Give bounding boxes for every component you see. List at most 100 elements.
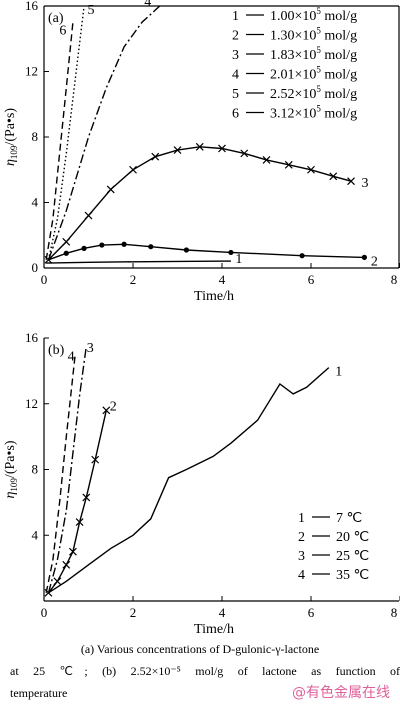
legend-value: 1.83×10 [270,48,316,63]
y-tick-label: 4 [32,195,39,210]
legend-number: 2 [298,530,305,545]
data-point [329,172,338,181]
y-tick-label: 12 [25,396,38,411]
legend-unit: mol/g [321,87,357,102]
series-line-6 [45,22,74,260]
panel-label: (a) [48,11,64,26]
legend-label: 1.00×105 mol/g [270,6,357,24]
x-tick-label: 6 [308,605,315,620]
series-line-3 [48,146,352,261]
data-point [75,518,84,527]
data-point [121,241,127,247]
data-point [148,244,154,250]
x-tick-label: 8 [391,272,398,287]
legend-unit: mol/g [321,9,357,24]
legend-label: 7 ℃ [336,511,362,526]
legend-exponent: 5 [316,6,321,16]
y-tick-label: 8 [32,462,39,477]
x-tick-label: 4 [219,272,226,287]
legend-exponent: 5 [316,84,321,94]
series-label: 4 [68,349,75,364]
legend-number: 2 [232,29,239,44]
data-point [218,144,226,153]
series-label: 1 [335,365,342,380]
series-line-2 [47,410,107,594]
data-point [69,547,77,556]
legend-exponent: 5 [316,26,321,36]
series-label: 6 [59,23,66,38]
legend-unit: mol/g [321,48,357,63]
series-line-1 [46,260,231,264]
series-label: 3 [87,341,94,356]
x-tick-label: 2 [130,272,137,287]
y-tick-label: 16 [25,0,39,13]
y-label-unit: /(Pa•s) [3,108,18,146]
data-point [62,560,71,569]
series-label: 4 [144,0,151,10]
y-axis-label-text: η109/(Pa•s) [3,108,19,166]
legend-unit: mol/g [321,29,357,44]
legend-label: 25 ℃ [336,549,369,564]
series-label: 5 [88,3,95,18]
data-point [183,247,189,253]
data-point [99,242,105,248]
data-point [173,146,182,155]
panel-label: (b) [48,343,65,358]
y-tick-label: 12 [25,64,38,79]
series-line-2 [48,243,365,261]
data-point [299,253,305,259]
y-axis-label-text: η109/(Pa•s) [3,440,19,498]
legend-label: 3.12×105 mol/g [270,104,357,122]
x-tick-label: 0 [41,272,48,287]
data-point [129,165,137,174]
x-tick-label: 6 [308,272,315,287]
data-point [62,237,71,246]
legend-value: 3.12×10 [270,107,316,122]
y-label-subscript: 109 [9,145,19,159]
y-tick-label: 0 [32,260,39,275]
caption-line-1: (a) Various concentrations of D-gulonic-… [80,642,320,656]
data-point [91,455,100,464]
x-tick-label: 2 [130,605,137,620]
legend-value: 1.30×10 [270,29,316,44]
legend-number: 4 [298,568,305,583]
y-tick-label: 4 [32,527,39,542]
series-label: 2 [110,399,117,414]
legend-value: 35 ℃ [336,568,369,583]
y-tick-label: 8 [32,129,39,144]
data-point [63,250,69,256]
data-point [347,177,355,186]
data-point [284,160,293,169]
caption-line-3: temperature [10,686,68,700]
legend-label: 1.30×105 mol/g [270,26,357,44]
data-point [195,142,204,151]
data-point [82,493,91,502]
data-point [151,152,160,161]
legend-unit: mol/g [321,107,357,122]
legend-number: 1 [298,511,305,526]
legend-value: 2.01×10 [270,68,316,83]
data-point [240,149,249,158]
legend-value: 20 ℃ [336,530,369,545]
y-axis-label: η109/(Pa•s) [3,108,19,166]
x-tick-label: 4 [219,605,226,620]
series-line-4 [47,5,161,261]
series-line-4 [45,354,76,593]
legend: 1 1.00×105 mol/g2 1.30×105 mol/g3 1.83×105 … [232,6,357,122]
data-point [262,156,271,164]
legend-label: 20 ℃ [336,530,369,545]
legend-number: 3 [298,549,305,564]
legend-unit: mol/g [321,68,357,83]
legend-value: 7 ℃ [336,511,362,526]
series-label: 1 [235,252,242,267]
series-label: 2 [371,254,378,269]
series-line-3 [47,346,87,593]
legend-value: 2.52×10 [270,87,316,102]
legend-label: 2.01×105 mol/g [270,65,357,83]
legend: 1 7 ℃ 2 20 ℃ 3 25 ℃ 4 35 ℃ [298,511,369,583]
legend-number: 5 [232,87,239,102]
data-point [228,249,234,256]
x-tick-label: 0 [41,605,48,620]
